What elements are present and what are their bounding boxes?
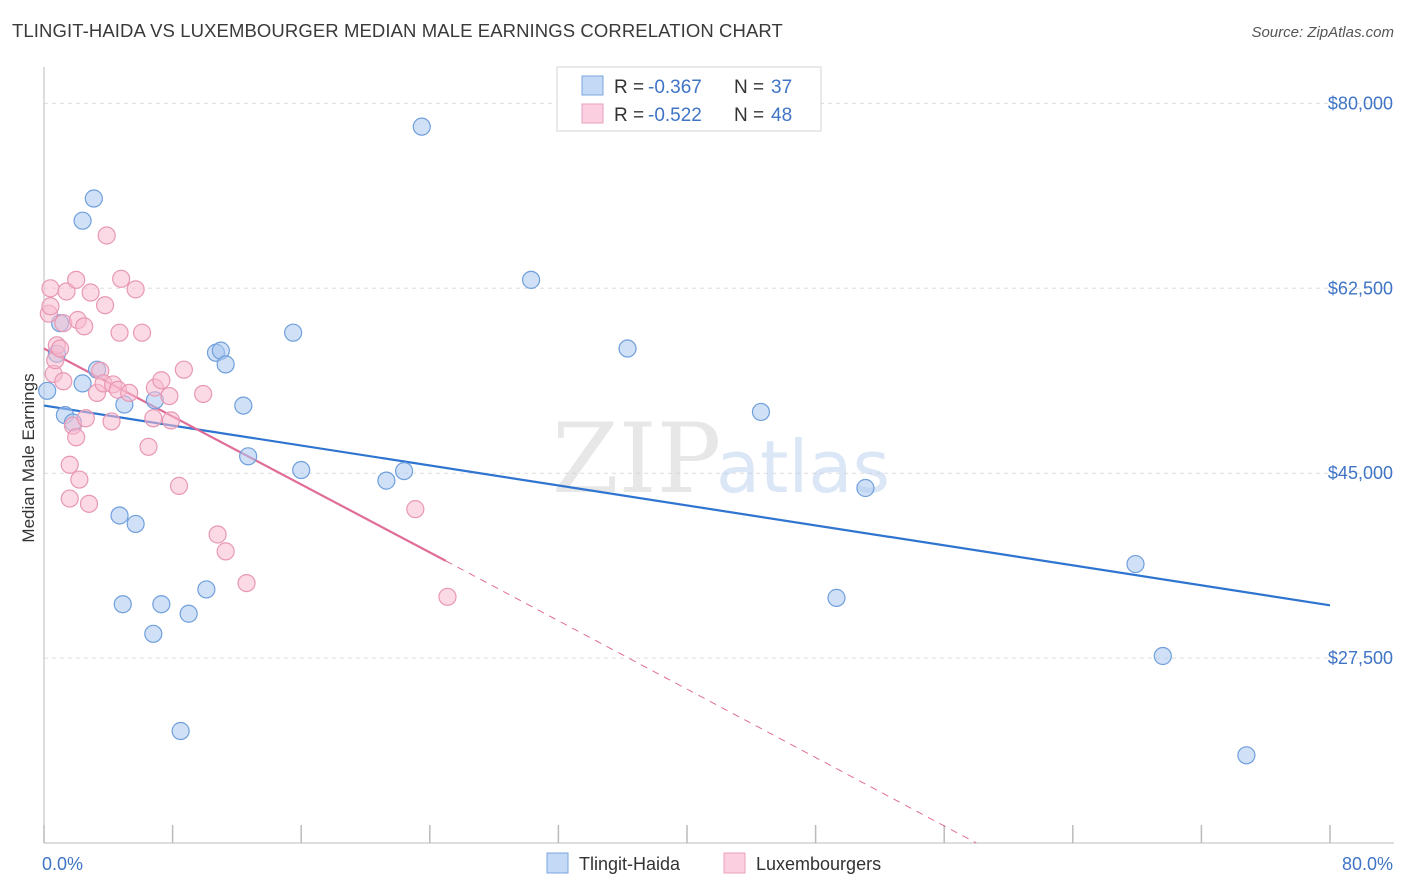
point-luxembourgers-30 xyxy=(112,269,131,288)
point-luxembourgers-46 xyxy=(406,500,425,519)
point-tlingit-haida-29 xyxy=(521,270,541,289)
point-tlingit-haida-6 xyxy=(73,211,92,230)
point-luxembourgers-11 xyxy=(60,489,79,508)
point-tlingit-haida-25 xyxy=(292,460,311,480)
point-tlingit-haida-34 xyxy=(1126,554,1145,574)
y-axis-label: Median Male Earnings xyxy=(19,373,38,542)
point-luxembourgers-33 xyxy=(132,323,152,342)
legend: R = -0.367 N = 37 R = -0.522 N = 48 xyxy=(556,66,822,132)
point-tlingit-haida-18 xyxy=(197,580,216,599)
point-luxembourgers-39 xyxy=(161,411,181,430)
point-tlingit-haida-21 xyxy=(216,355,235,374)
legend-r-value-1: -0.367 xyxy=(648,77,702,98)
point-tlingit-haida-13 xyxy=(144,624,163,643)
bottom-legend-label-luxembourgers: Luxembourgers xyxy=(756,854,881,874)
point-luxembourgers-10 xyxy=(60,455,79,474)
point-tlingit-haida-26 xyxy=(377,471,396,490)
point-tlingit-haida-17 xyxy=(179,604,198,623)
point-luxembourgers-34 xyxy=(139,437,158,456)
point-luxembourgers-44 xyxy=(216,542,235,561)
point-luxembourgers-37 xyxy=(152,371,171,390)
point-luxembourgers-25 xyxy=(97,226,116,245)
point-tlingit-haida-22 xyxy=(234,396,253,415)
point-tlingit-haida-24 xyxy=(284,323,303,342)
point-tlingit-haida-12 xyxy=(126,514,145,534)
point-tlingit-haida-31 xyxy=(751,402,771,422)
point-luxembourgers-43 xyxy=(208,525,227,544)
point-tlingit-haida-33 xyxy=(827,588,846,607)
y-tick-label-3: $80,000 xyxy=(1328,93,1393,113)
point-luxembourgers-47 xyxy=(438,587,457,606)
y-tick-label-1: $45,000 xyxy=(1328,463,1393,483)
point-luxembourgers-29 xyxy=(110,323,129,342)
point-tlingit-haida-15 xyxy=(152,595,171,614)
point-tlingit-haida-36 xyxy=(1237,746,1256,765)
point-luxembourgers-32 xyxy=(126,280,145,299)
legend-r-label-2: R = xyxy=(614,105,644,126)
trend-line-luxembourgers-2 xyxy=(445,560,977,844)
watermark-zip: ZIP xyxy=(552,403,721,515)
point-tlingit-haida-27 xyxy=(394,461,414,481)
bottom-legend-swatch-tlingit-haida xyxy=(546,852,569,874)
point-tlingit-haida-32 xyxy=(856,478,875,498)
point-tlingit-haida-30 xyxy=(618,339,637,358)
point-tlingit-haida-35 xyxy=(1153,646,1172,666)
point-luxembourgers-2 xyxy=(41,297,60,316)
point-luxembourgers-41 xyxy=(174,360,193,379)
point-luxembourgers-24 xyxy=(95,296,115,315)
point-luxembourgers-6 xyxy=(50,339,70,358)
y-tick-labels: $27,500 $45,000 $62,500 $80,000 xyxy=(1328,93,1393,668)
point-tlingit-haida-16 xyxy=(171,721,190,741)
source-credit: Source: ZipAtlas.com xyxy=(1251,24,1394,41)
point-luxembourgers-31 xyxy=(120,383,139,403)
bottom-legend: Tlingit-Haida Luxembourgers xyxy=(546,852,881,874)
point-luxembourgers-14 xyxy=(67,428,86,447)
point-luxembourgers-42 xyxy=(194,384,213,404)
data-points xyxy=(38,117,1256,765)
point-luxembourgers-18 xyxy=(76,409,95,428)
point-luxembourgers-26 xyxy=(102,412,121,431)
point-tlingit-haida-5 xyxy=(73,374,92,393)
point-luxembourgers-19 xyxy=(79,494,99,513)
point-luxembourgers-16 xyxy=(70,470,89,489)
legend-swatch-luxembourgers xyxy=(581,103,604,124)
point-tlingit-haida-28 xyxy=(412,117,431,136)
point-luxembourgers-38 xyxy=(160,386,179,406)
point-luxembourgers-45 xyxy=(237,573,256,593)
bottom-legend-swatch-luxembourgers xyxy=(723,852,746,874)
x-tick-label-1: 80.0% xyxy=(1342,854,1393,874)
point-luxembourgers-17 xyxy=(75,317,94,336)
legend-n-value-1: 37 xyxy=(771,77,792,98)
point-luxembourgers-35 xyxy=(144,409,163,428)
legend-r-value-2: -0.522 xyxy=(648,105,702,126)
point-tlingit-haida-23 xyxy=(239,447,258,466)
point-luxembourgers-20 xyxy=(81,283,100,302)
legend-n-label-2: N = xyxy=(734,105,764,126)
point-luxembourgers-1 xyxy=(41,279,60,298)
point-luxembourgers-40 xyxy=(169,476,189,495)
legend-n-value-2: 48 xyxy=(771,105,792,126)
point-luxembourgers-7 xyxy=(54,372,73,391)
legend-n-label-1: N = xyxy=(734,77,764,98)
point-tlingit-haida-7 xyxy=(84,189,103,208)
y-tick-label-2: $62,500 xyxy=(1328,278,1393,298)
legend-swatch-tlingit-haida xyxy=(581,75,604,96)
point-tlingit-haida-0 xyxy=(38,381,57,400)
chart-title: TLINGIT-HAIDA VS LUXEMBOURGER MEDIAN MAL… xyxy=(12,20,783,41)
trend-line-tlingit-haida-0 xyxy=(43,404,1331,607)
x-tick-label-0: 0.0% xyxy=(42,854,83,874)
x-tick-labels: 0.0% 80.0% xyxy=(42,854,1393,874)
axes xyxy=(43,67,1394,844)
bottom-legend-label-tlingit-haida: Tlingit-Haida xyxy=(579,854,681,874)
legend-r-label-1: R = xyxy=(614,77,644,98)
point-tlingit-haida-10 xyxy=(113,595,132,614)
point-tlingit-haida-9 xyxy=(110,506,129,525)
point-luxembourgers-9 xyxy=(57,282,76,301)
watermark: ZIP atlas xyxy=(552,403,890,515)
y-tick-label-0: $27,500 xyxy=(1328,648,1393,668)
point-luxembourgers-13 xyxy=(67,270,86,289)
